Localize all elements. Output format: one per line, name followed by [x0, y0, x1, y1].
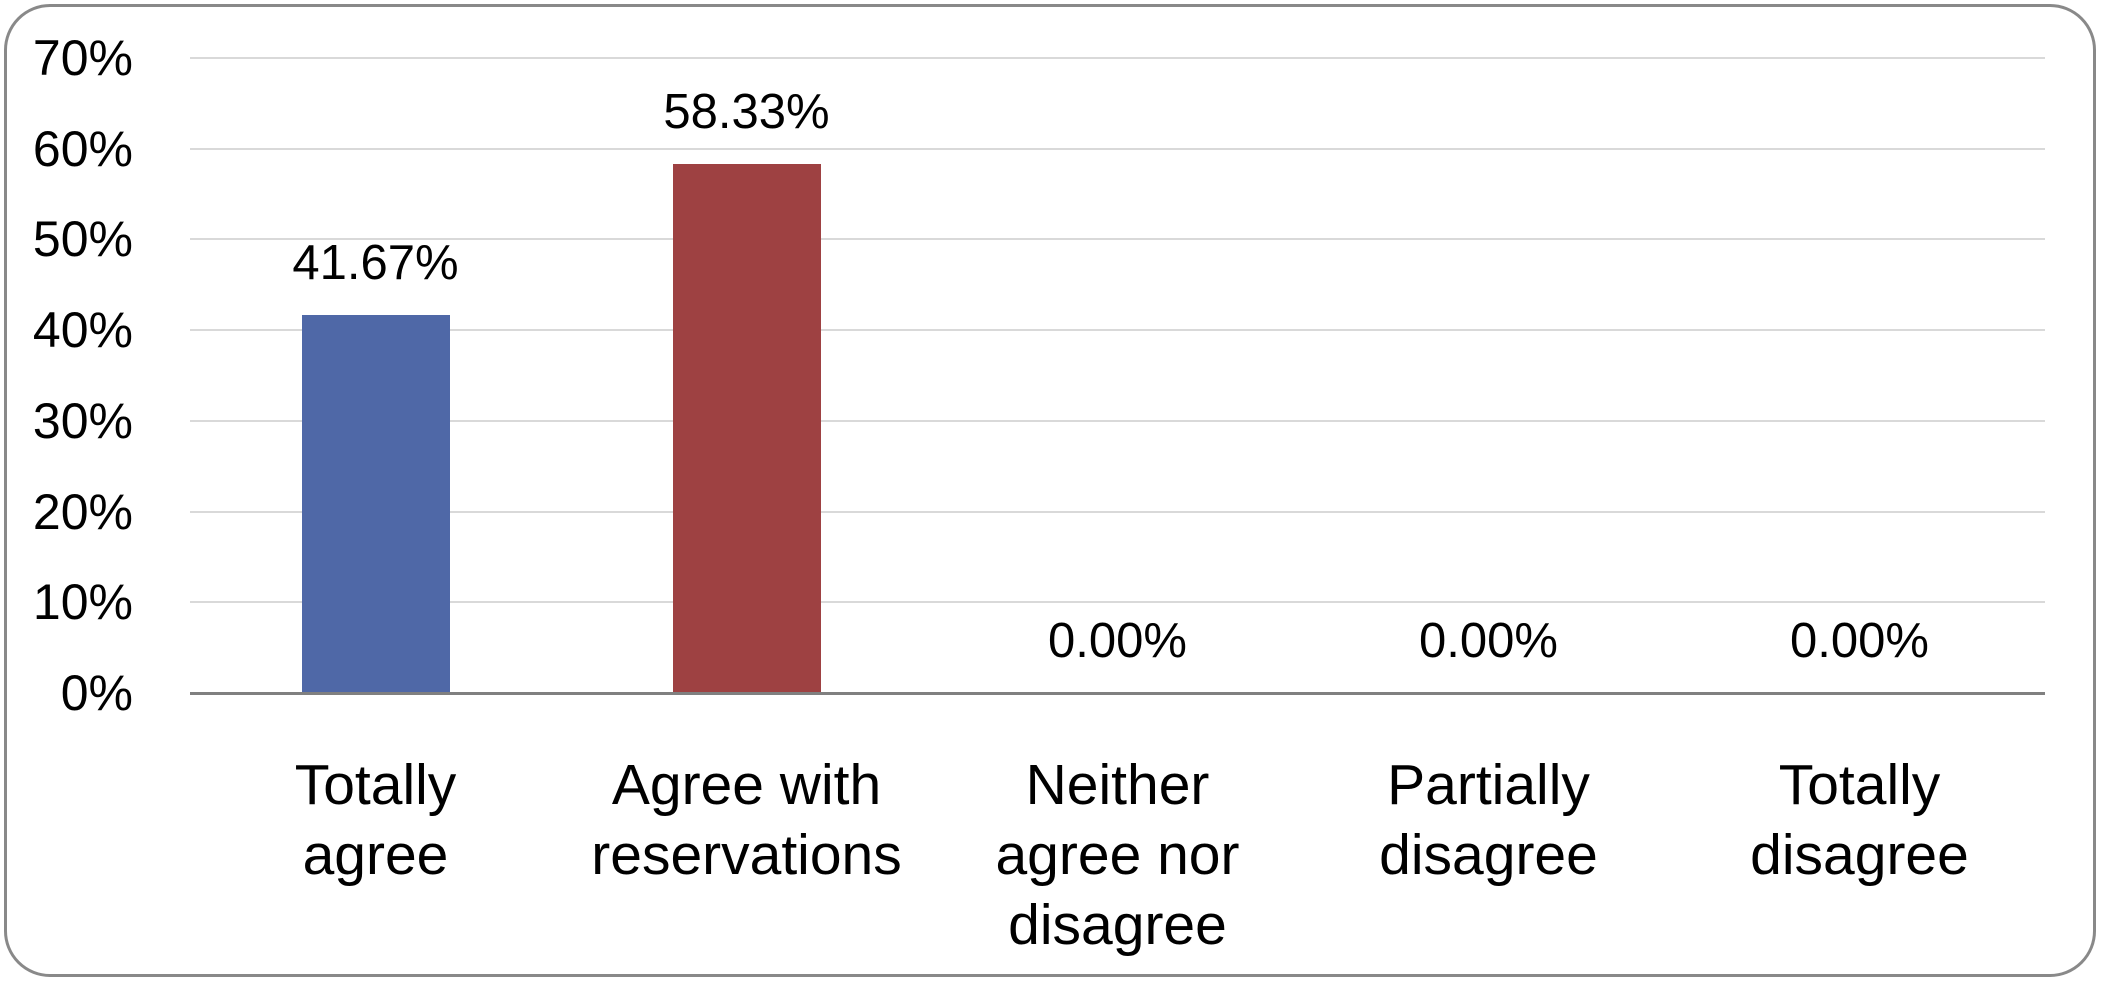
- x-axis-line: [190, 692, 2045, 695]
- value-label-partially-disagree: 0.00%: [1419, 614, 1558, 668]
- gridline-60%: [190, 147, 2045, 150]
- bar-agree-with-reservations: [672, 163, 821, 693]
- bar-totally-agree: [301, 315, 450, 693]
- y-tick-label-40%: 40%: [32, 302, 133, 359]
- y-tick-label-70%: 70%: [32, 30, 133, 86]
- category-label-totally-disagree: Totally disagree: [1750, 753, 1969, 887]
- value-label-agree-with-reservations: 58.33%: [663, 84, 830, 139]
- gridline-40%: [190, 329, 2045, 332]
- gridline-30%: [190, 419, 2045, 422]
- value-label-totally-agree: 41.67%: [292, 236, 459, 290]
- value-label-totally-disagree: 0.00%: [1790, 614, 1929, 668]
- gridline-10%: [190, 601, 2045, 604]
- category-label-totally-agree: Totally agree: [294, 753, 457, 887]
- value-label-neither-agree-nor-disagree: 0.00%: [1048, 614, 1187, 668]
- y-tick-label-60%: 60%: [32, 120, 133, 177]
- y-tick-label-20%: 20%: [32, 483, 133, 540]
- y-tick-label-30%: 30%: [32, 392, 133, 449]
- category-label-neither-agree-nor-disagree: Neither agree nor disagree: [995, 753, 1240, 957]
- y-tick-label-10%: 10%: [32, 574, 133, 631]
- gridline-20%: [190, 510, 2045, 513]
- gridline-50%: [190, 238, 2045, 241]
- y-tick-label-0%: 0%: [60, 665, 133, 721]
- gridline-70%: [190, 57, 2045, 59]
- y-tick-label-50%: 50%: [32, 211, 133, 268]
- category-label-agree-with-reservations: Agree with reservations: [591, 753, 902, 887]
- category-label-partially-disagree: Partially disagree: [1379, 753, 1598, 887]
